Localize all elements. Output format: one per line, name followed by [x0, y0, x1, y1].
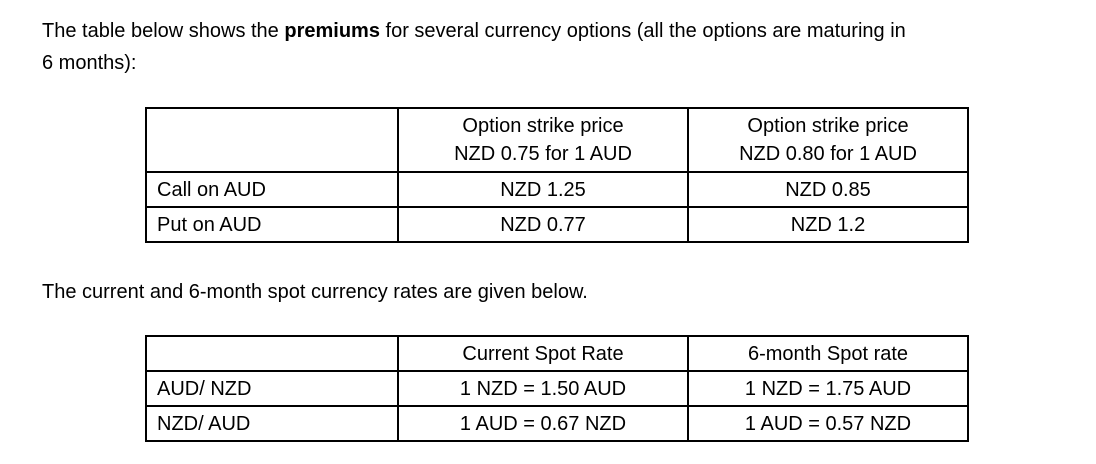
spot-nzdaud-current-value: 1 AUD = 0.67 NZD: [397, 405, 689, 442]
table-row: Call on AUD NZD 1.25 NZD 0.85: [145, 171, 969, 208]
intro-text-before: The table below shows the: [42, 20, 285, 42]
premium-call-strike075-value: NZD 1.25: [397, 171, 689, 208]
spot-row-nzdaud-label: NZD/ AUD: [145, 405, 399, 442]
header-line2: NZD 0.75 for 1 AUD: [454, 143, 632, 165]
premium-table: Option strike price NZD 0.75 for 1 AUD O…: [145, 107, 969, 243]
spot-rates-paragraph: The current and 6-month spot currency ra…: [42, 281, 588, 303]
spot-table-header-row: Current Spot Rate 6-month Spot rate: [145, 335, 969, 372]
premium-put-strike080-value: NZD 1.2: [687, 206, 969, 243]
header-line1: Option strike price: [462, 115, 624, 137]
premium-table-header-strike-075: Option strike price NZD 0.75 for 1 AUD: [397, 107, 689, 173]
spot-rate-table: Current Spot Rate 6-month Spot rate AUD/…: [145, 335, 969, 442]
header-line2: NZD 0.80 for 1 AUD: [739, 143, 917, 165]
premium-put-strike075-value: NZD 0.77: [397, 206, 689, 243]
spot-table-empty-header-cell: [145, 335, 399, 372]
spot-nzdaud-6month-value: 1 AUD = 0.57 NZD: [687, 405, 969, 442]
premium-row-call-label: Call on AUD: [145, 171, 399, 208]
premium-row-put-label: Put on AUD: [145, 206, 399, 243]
intro-paragraph: The table below shows the premiums for s…: [42, 15, 906, 79]
spot-table-header-6month: 6-month Spot rate: [687, 335, 969, 372]
intro-text-after: for several currency options (all the op…: [379, 20, 906, 42]
header-line1: Option strike price: [747, 115, 909, 137]
spot-audnzd-current-value: 1 NZD = 1.50 AUD: [397, 370, 689, 407]
table-row: NZD/ AUD 1 AUD = 0.67 NZD 1 AUD = 0.57 N…: [145, 405, 969, 442]
premium-call-strike080-value: NZD 0.85: [687, 171, 969, 208]
table-row: Put on AUD NZD 0.77 NZD 1.2: [145, 206, 969, 243]
spot-row-audnzd-label: AUD/ NZD: [145, 370, 399, 407]
spot-table-header-current: Current Spot Rate: [397, 335, 689, 372]
intro-bold-premiums: premiums: [284, 20, 380, 42]
intro-text-line2: 6 months):: [42, 52, 137, 74]
premium-table-header-row: Option strike price NZD 0.75 for 1 AUD O…: [145, 107, 969, 173]
spot-audnzd-6month-value: 1 NZD = 1.75 AUD: [687, 370, 969, 407]
table-row: AUD/ NZD 1 NZD = 1.50 AUD 1 NZD = 1.75 A…: [145, 370, 969, 407]
premium-table-empty-header-cell: [145, 107, 399, 173]
premium-table-header-strike-080: Option strike price NZD 0.80 for 1 AUD: [687, 107, 969, 173]
